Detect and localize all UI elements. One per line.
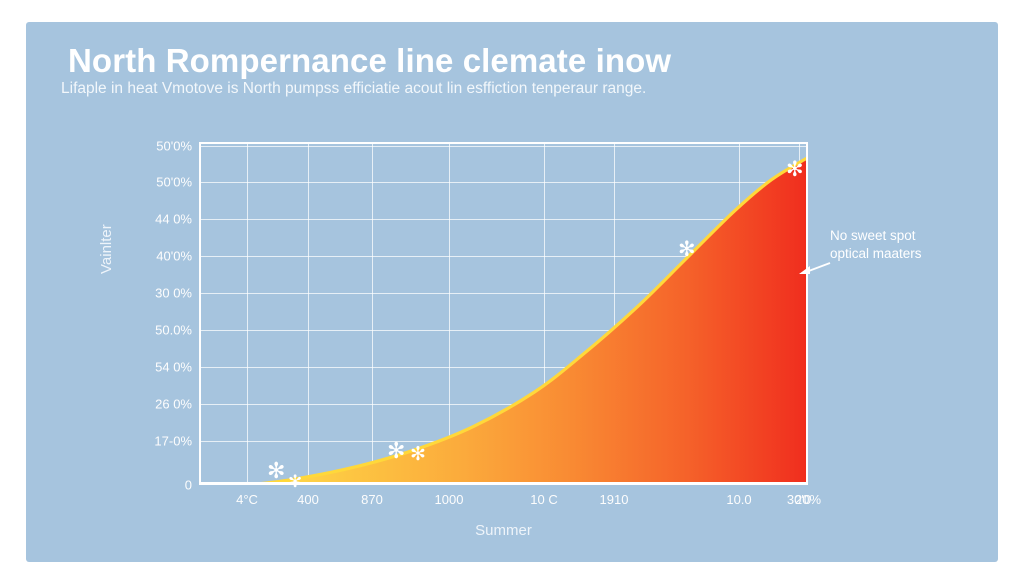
gridline-vertical [449, 142, 450, 485]
gridline-vertical [308, 142, 309, 485]
snowflake-icon: ✻ [267, 458, 286, 483]
gridline-vertical [544, 142, 545, 485]
arrow-left-icon [799, 262, 831, 274]
snowflake-icon: ✻ [410, 444, 426, 465]
annotation-line-1: No sweet spot [830, 228, 916, 243]
gridline-vertical [247, 142, 248, 485]
x-axis-title: Summer [475, 522, 532, 539]
y-axis-title: Vainlter [98, 224, 115, 274]
page-subtitle: Lifaple in heat Vmotove is North pumpss … [61, 80, 647, 97]
x-tick-label: 10.0 [726, 492, 752, 507]
x-tick-label: 4°C [236, 492, 258, 507]
y-tick-label: 17-0% [154, 433, 192, 449]
chart-plot-area: ✻ ✻ ✻ ✻ ✻ ✻ [199, 142, 808, 490]
snowflake-icon: ✻ [387, 438, 406, 463]
gridline-vertical [372, 142, 373, 485]
y-tick-label: 26 0% [155, 396, 192, 412]
y-tick-label: 44 0% [155, 211, 192, 227]
y-tick-label: 50.0% [155, 322, 192, 338]
page-title: North Rompernance line clemate inow [68, 42, 672, 79]
snowflake-icon: ✻ [678, 238, 696, 261]
gridline-horizontal [199, 404, 808, 405]
gridline-horizontal [199, 367, 808, 368]
gridline-vertical [614, 142, 615, 485]
gridline-horizontal [199, 256, 808, 257]
x-tick-label: 870 [361, 492, 383, 507]
annotation-callout: No sweet spot optical maaters [830, 227, 980, 263]
x-tick-label: 1000 [434, 492, 464, 507]
y-axis-ticks: 50'0% 50'0% 44 0% 40'0% 30 0% 50.0% 54 0% 26 0%… [146, 138, 192, 493]
y-tick-label: 54 0% [155, 359, 192, 375]
gridline-horizontal [199, 146, 808, 147]
x-tick-label: 20% [794, 492, 822, 507]
gridline-horizontal [199, 330, 808, 331]
x-axis-ticks: 4°C 400 870 1000 10 C 1910 10.0 30'0 20% [199, 492, 821, 514]
gridline-horizontal [199, 219, 808, 220]
y-tick-label: 50'0% [156, 138, 192, 154]
area-series [246, 155, 808, 485]
y-tick-label: 40'0% [156, 248, 192, 264]
gridline-horizontal [199, 182, 808, 183]
x-tick-label: 10 C [530, 492, 558, 507]
y-tick-label: 0 [184, 477, 192, 493]
annotation-line-2: optical maaters [830, 246, 922, 262]
y-tick-label: 30 0% [155, 285, 192, 301]
y-tick-label: 50'0% [156, 174, 192, 190]
gridline-horizontal [199, 293, 808, 294]
snowflake-icon: ✻ [288, 472, 303, 491]
x-tick-label: 30'0 [786, 492, 812, 507]
x-tick-label: 400 [297, 492, 319, 507]
snowflake-icon: ✻ [786, 158, 804, 181]
x-tick-label: 1910 [599, 492, 629, 507]
chart-card: North Rompernance line clemate inow Lifa… [26, 22, 998, 562]
